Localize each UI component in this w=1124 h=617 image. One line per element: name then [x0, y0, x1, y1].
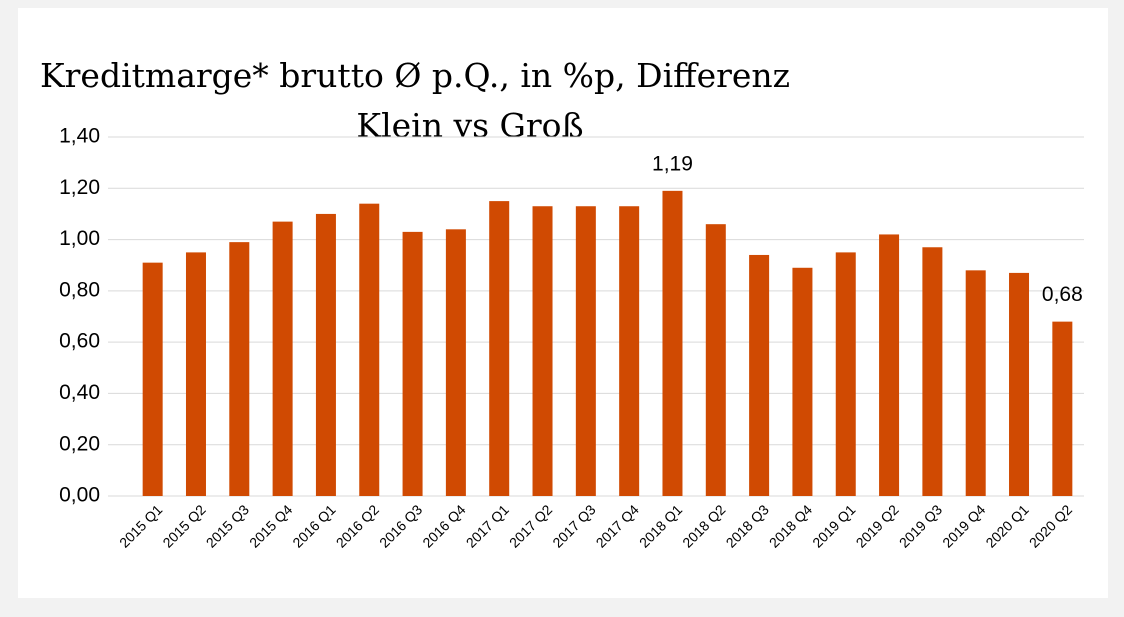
- bar: [619, 206, 640, 496]
- y-tick-label: 0,20: [59, 432, 100, 455]
- y-tick-label: 0,80: [59, 278, 100, 301]
- chart-panel: [18, 8, 1108, 598]
- bar: [359, 203, 380, 496]
- chart-title: Kreditmarge* brutto Ø p.Q., in %p, Diffe…: [40, 56, 790, 95]
- data-label: 0,68: [1042, 283, 1083, 306]
- bar: [402, 231, 423, 496]
- bar: [749, 254, 770, 496]
- bar: [489, 201, 510, 496]
- chart-title: Klein vs Groß: [356, 106, 583, 145]
- y-tick-label: 1,00: [59, 227, 100, 250]
- bar: [835, 252, 856, 496]
- bar: [445, 229, 466, 497]
- bar: [575, 206, 596, 496]
- bar: [1009, 272, 1030, 496]
- bar: [965, 270, 986, 496]
- bar: [532, 206, 553, 496]
- bar: [315, 213, 336, 496]
- data-label: 1,19: [652, 152, 693, 175]
- bar: [705, 224, 726, 496]
- bar: [142, 262, 163, 496]
- bar: [922, 247, 943, 496]
- bar: [792, 267, 813, 496]
- y-tick-label: 0,40: [59, 381, 100, 404]
- bar: [229, 242, 250, 496]
- y-tick-label: 0,60: [59, 330, 100, 353]
- bar: [185, 252, 206, 496]
- y-tick-label: 1,40: [59, 125, 100, 148]
- bar: [272, 221, 293, 496]
- bar: [662, 190, 683, 496]
- bar: [1052, 321, 1073, 496]
- y-tick-label: 1,20: [59, 176, 100, 199]
- y-tick-label: 0,00: [59, 484, 100, 507]
- bar: [879, 234, 900, 496]
